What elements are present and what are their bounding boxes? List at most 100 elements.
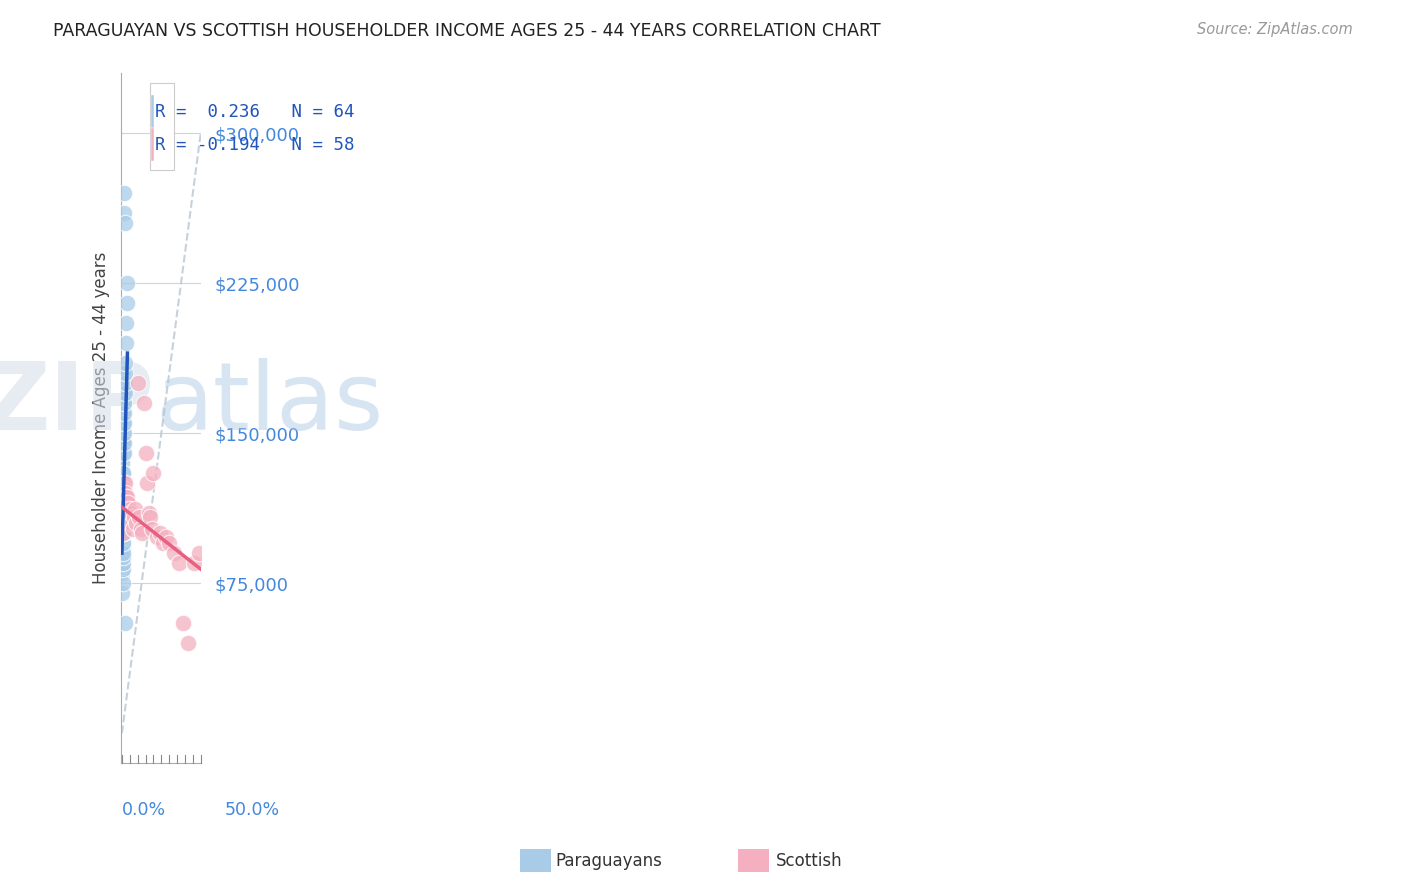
Point xyxy=(111,550,134,565)
Point xyxy=(111,562,134,576)
Point xyxy=(115,496,138,510)
Point xyxy=(118,510,141,524)
Point xyxy=(112,446,135,460)
Point xyxy=(111,456,134,470)
Point xyxy=(152,536,174,550)
Point xyxy=(112,406,135,420)
Point xyxy=(112,496,135,510)
Point xyxy=(112,416,135,430)
Point xyxy=(115,336,138,351)
Point xyxy=(129,522,152,536)
Point xyxy=(112,550,135,565)
Point xyxy=(112,502,135,516)
Point xyxy=(141,522,163,536)
Point xyxy=(157,536,180,550)
Point xyxy=(112,496,135,510)
Point xyxy=(111,542,134,557)
Point xyxy=(112,386,135,401)
Point xyxy=(111,510,134,524)
Point xyxy=(112,490,135,504)
Point xyxy=(125,516,148,530)
Point xyxy=(111,586,134,600)
Text: Paraguayans: Paraguayans xyxy=(555,852,662,870)
Point xyxy=(115,510,138,524)
Point xyxy=(120,506,142,520)
Point xyxy=(111,556,134,570)
Point xyxy=(114,216,136,230)
Point xyxy=(112,516,135,530)
Point xyxy=(117,506,139,520)
Point xyxy=(163,546,186,560)
Point xyxy=(111,506,134,520)
Point xyxy=(111,446,134,460)
Point xyxy=(114,486,136,500)
Point xyxy=(111,526,134,541)
Point xyxy=(111,536,134,550)
Point xyxy=(115,276,138,290)
Point xyxy=(138,506,160,520)
Point xyxy=(131,526,153,541)
Point xyxy=(111,466,134,480)
Point xyxy=(155,530,177,544)
Point xyxy=(112,366,135,380)
Point xyxy=(120,510,142,524)
Point xyxy=(112,376,135,390)
Point xyxy=(111,416,134,430)
Point xyxy=(111,556,134,570)
Text: atlas: atlas xyxy=(156,359,384,450)
Point xyxy=(111,536,134,550)
Point xyxy=(115,490,138,504)
Point xyxy=(118,516,141,530)
Point xyxy=(112,526,135,541)
Point xyxy=(114,502,136,516)
Point xyxy=(115,316,138,330)
Point xyxy=(111,436,134,450)
Point xyxy=(139,510,162,524)
Point xyxy=(112,406,135,420)
Point xyxy=(167,556,190,570)
Point xyxy=(122,522,145,536)
Point xyxy=(135,446,157,460)
Point xyxy=(111,436,134,450)
Point xyxy=(112,426,135,441)
Point xyxy=(112,396,135,410)
Point xyxy=(114,386,136,401)
Point xyxy=(115,502,138,516)
Point xyxy=(112,546,135,560)
Point xyxy=(112,496,135,510)
Text: PARAGUAYAN VS SCOTTISH HOUSEHOLDER INCOME AGES 25 - 44 YEARS CORRELATION CHART: PARAGUAYAN VS SCOTTISH HOUSEHOLDER INCOM… xyxy=(53,22,882,40)
Point xyxy=(114,496,136,510)
FancyBboxPatch shape xyxy=(152,95,155,128)
Text: 0.0%: 0.0% xyxy=(122,801,166,819)
Point xyxy=(149,526,172,541)
Point xyxy=(128,510,150,524)
Point xyxy=(177,636,200,650)
Point xyxy=(114,356,136,370)
Point xyxy=(111,476,134,491)
Point xyxy=(172,616,194,631)
FancyBboxPatch shape xyxy=(150,83,174,169)
Point xyxy=(121,516,143,530)
Point xyxy=(112,516,135,530)
Point xyxy=(115,296,138,310)
Point xyxy=(114,396,136,410)
Point xyxy=(114,506,136,520)
Point xyxy=(132,396,155,410)
Point xyxy=(112,436,135,450)
Text: Scottish: Scottish xyxy=(776,852,842,870)
Text: ZIP: ZIP xyxy=(0,359,155,450)
Text: Source: ZipAtlas.com: Source: ZipAtlas.com xyxy=(1197,22,1353,37)
Point xyxy=(112,506,135,520)
Point xyxy=(122,510,145,524)
Point xyxy=(112,416,135,430)
Point xyxy=(124,502,146,516)
Point xyxy=(111,396,134,410)
Point xyxy=(111,530,134,544)
Point xyxy=(111,546,134,560)
Point xyxy=(111,516,134,530)
Text: R = -0.194   N = 58: R = -0.194 N = 58 xyxy=(155,136,354,153)
Point xyxy=(111,386,134,401)
Point xyxy=(114,616,136,631)
Point xyxy=(112,482,135,496)
Point xyxy=(142,466,165,480)
